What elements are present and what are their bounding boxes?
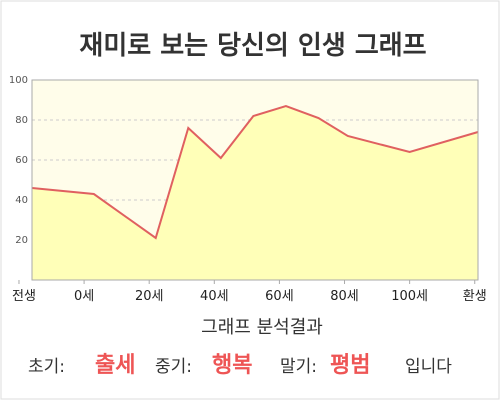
x-tick-label: 80세 bbox=[330, 289, 359, 304]
y-tick-label: 40 bbox=[15, 195, 28, 206]
analysis-title: 그래프 분석결과 bbox=[201, 317, 323, 338]
analysis-label: 말기: bbox=[280, 357, 317, 377]
analysis-label: 중기: bbox=[155, 357, 192, 377]
x-tick-label: 20세 bbox=[135, 289, 164, 304]
y-tick-label: 60 bbox=[15, 155, 28, 166]
area bbox=[32, 106, 478, 280]
analysis-value: 출세 bbox=[95, 353, 135, 378]
analysis-value: 행복 bbox=[212, 353, 252, 378]
y-tick-label: 20 bbox=[15, 235, 28, 246]
y-tick-label: 80 bbox=[15, 115, 28, 126]
x-tick-label: 전생 bbox=[12, 289, 36, 304]
y-tick-label: 100 bbox=[9, 75, 28, 86]
chart-title: 재미로 보는 당신의 인생 그래프 bbox=[79, 31, 426, 61]
analysis-value: 평범 bbox=[330, 353, 370, 378]
line bbox=[31, 104, 479, 240]
x-tick-label: 0세 bbox=[74, 289, 94, 304]
x-tick-label: 100세 bbox=[391, 289, 428, 304]
plot-border bbox=[31, 79, 479, 281]
x-tick-label: 60세 bbox=[265, 289, 294, 304]
x-tick-label: 환생 bbox=[463, 289, 487, 304]
analysis-label: 초기: bbox=[28, 357, 65, 377]
analysis-ending: 입니다 bbox=[405, 357, 452, 377]
x-tick-label: 40세 bbox=[200, 289, 229, 304]
